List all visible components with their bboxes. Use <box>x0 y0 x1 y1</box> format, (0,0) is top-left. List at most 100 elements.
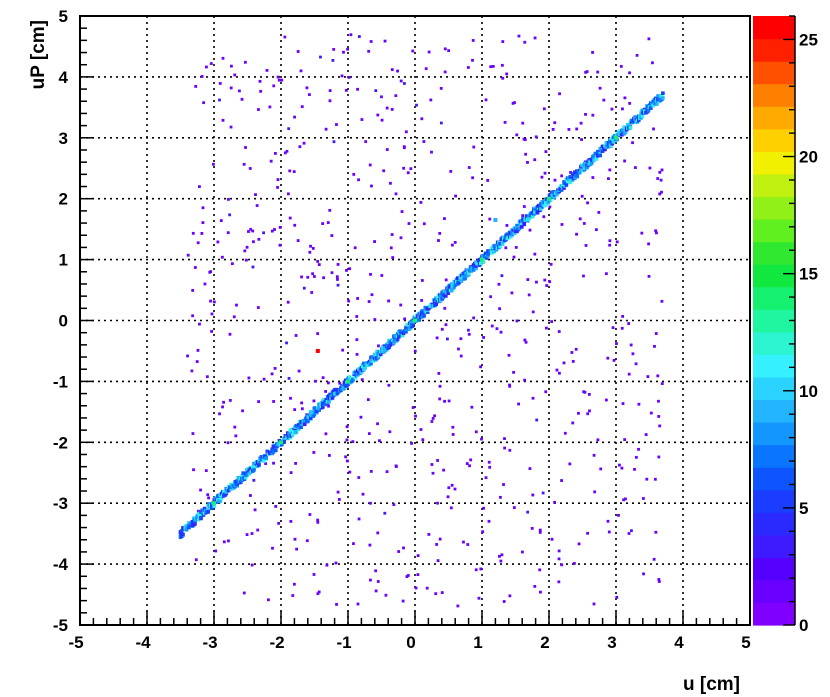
background-point <box>411 406 415 409</box>
background-point <box>366 398 370 402</box>
background-point <box>370 184 373 188</box>
background-point <box>226 231 230 235</box>
background-point <box>376 422 379 426</box>
band-point <box>289 427 294 432</box>
background-point <box>622 498 626 502</box>
background-point <box>262 377 266 381</box>
background-point <box>218 412 221 416</box>
background-point <box>373 240 377 243</box>
background-point <box>655 231 658 235</box>
band-point <box>179 529 184 533</box>
background-point <box>617 513 620 517</box>
color-bar-segment <box>753 579 795 604</box>
background-point <box>470 405 474 409</box>
background-point <box>330 234 334 237</box>
background-point <box>422 222 426 226</box>
band-point <box>294 430 299 434</box>
background-point <box>271 546 274 550</box>
band-point <box>628 125 633 130</box>
background-point <box>244 258 248 262</box>
color-bar-segment <box>753 106 795 130</box>
grid-lines <box>80 16 750 625</box>
background-point <box>289 519 293 523</box>
background-point <box>392 503 396 506</box>
background-point <box>345 425 349 429</box>
peak-point <box>346 379 350 384</box>
background-point <box>300 105 304 109</box>
background-point <box>288 216 292 220</box>
background-point <box>633 166 637 169</box>
background-point <box>593 490 597 494</box>
background-point <box>538 528 542 532</box>
band-point <box>524 214 529 218</box>
background-point <box>306 275 310 279</box>
x-tick-label: -3 <box>202 633 217 652</box>
background-point <box>312 573 316 576</box>
background-point <box>579 121 583 125</box>
background-point <box>526 510 530 514</box>
band-point <box>275 444 279 449</box>
background-point <box>608 239 612 243</box>
background-point <box>317 590 321 594</box>
background-point <box>357 517 361 521</box>
background-point <box>197 509 200 513</box>
background-point <box>488 465 492 469</box>
background-point <box>385 470 389 474</box>
background-point <box>604 398 608 402</box>
band-point <box>214 500 219 504</box>
background-point <box>240 97 244 101</box>
background-point <box>443 70 447 74</box>
background-point <box>382 169 386 173</box>
background-point <box>345 268 348 272</box>
background-point <box>543 171 547 175</box>
y-tick-label: -3 <box>53 494 68 513</box>
background-point <box>472 145 476 149</box>
background-point <box>200 232 204 235</box>
background-point <box>615 595 619 599</box>
background-point <box>435 336 439 340</box>
band-point <box>475 261 479 265</box>
band-point <box>287 432 291 436</box>
band-point <box>522 221 527 226</box>
band-point <box>604 145 609 149</box>
background-point <box>582 222 586 225</box>
background-point <box>657 578 661 581</box>
background-point <box>357 35 361 38</box>
background-point <box>289 471 293 475</box>
background-point <box>401 599 405 603</box>
band-point <box>544 203 548 207</box>
background-point <box>359 415 363 419</box>
background-point <box>445 337 449 341</box>
background-point <box>637 447 640 451</box>
background-point <box>407 222 411 225</box>
background-point <box>211 162 215 166</box>
background-point <box>627 372 631 376</box>
color-bar-labels: 0 5 10 15 20 25 <box>799 30 818 635</box>
band-point <box>236 475 241 480</box>
background-point <box>660 299 664 303</box>
background-point <box>497 282 501 286</box>
background-point <box>611 326 615 330</box>
background-point <box>592 453 596 457</box>
background-point <box>369 469 373 473</box>
band-point <box>594 157 599 161</box>
background-point <box>420 279 424 282</box>
background-point <box>457 347 460 351</box>
background-point <box>324 127 328 131</box>
band-point <box>509 234 513 239</box>
color-bar-segment <box>753 219 795 243</box>
background-point <box>586 201 589 205</box>
background-point <box>648 166 652 170</box>
background-point <box>656 177 660 180</box>
background-point <box>653 477 657 481</box>
background-point <box>385 106 389 110</box>
background-point <box>247 230 250 233</box>
background-point <box>355 338 359 342</box>
band-point <box>243 475 248 480</box>
band-point <box>273 448 278 453</box>
background-point <box>357 476 361 479</box>
background-point <box>400 210 404 213</box>
background-point <box>528 467 532 470</box>
background-point <box>499 330 503 334</box>
color-bar-segment <box>753 602 795 626</box>
